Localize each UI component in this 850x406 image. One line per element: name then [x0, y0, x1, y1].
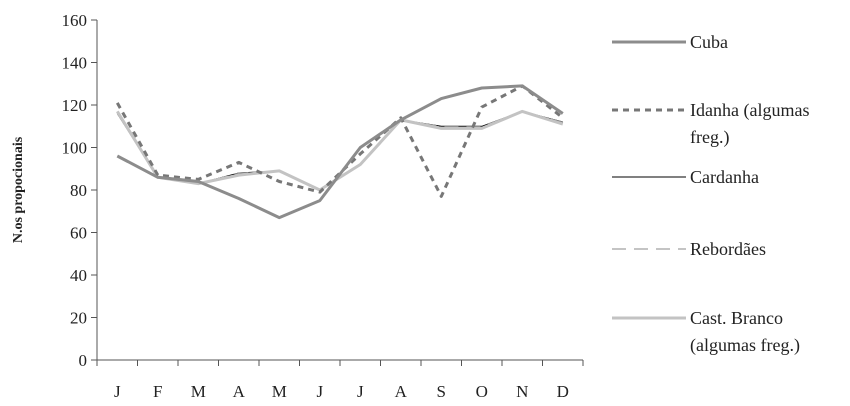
x-tick-label: N [516, 382, 528, 401]
y-tick-label: 160 [62, 11, 88, 30]
series-line-0 [116, 84, 564, 220]
x-tick-label: A [395, 382, 408, 401]
x-tick-label: M [272, 382, 287, 401]
y-tick-label: 100 [62, 139, 88, 158]
x-tick-label: O [476, 382, 488, 401]
y-tick-label: 120 [62, 96, 88, 115]
x-tick-label: D [557, 382, 569, 401]
y-tick-label: 20 [70, 309, 87, 328]
y-tick-label: 80 [70, 181, 87, 200]
legend-label: Cuba [690, 32, 728, 52]
x-tick-label: M [191, 382, 206, 401]
x-tick-label: S [437, 382, 446, 401]
y-tick-label: 0 [79, 351, 88, 370]
legend-label: (algumas freg.) [690, 335, 800, 356]
series-line-4 [116, 109, 564, 192]
x-tick-label: J [357, 382, 364, 401]
legend-label: freg.) [690, 127, 729, 148]
x-tick-label: A [233, 382, 246, 401]
legend-label: Cast. Branco [690, 308, 783, 328]
x-tick-label: J [114, 382, 121, 401]
y-axis-label-group: N.os propocionais [11, 136, 26, 243]
series-lines [115, 84, 564, 220]
y-tick-label: 40 [70, 266, 87, 285]
y-tick-label: 140 [62, 54, 88, 73]
legend: Cuba Idanha (algumas freg.) Cardanha Rebordã… [612, 32, 809, 356]
y-tick-label: 60 [70, 224, 87, 243]
x-tick-label: F [153, 382, 162, 401]
legend-label: Cardanha [690, 167, 759, 187]
y-axis: 0 20 40 60 80 100 120 140 160 [62, 11, 97, 370]
y-axis-label: N.os propocionais [11, 136, 26, 243]
legend-label: Rebordães [690, 239, 766, 259]
x-tick-label: J [316, 382, 323, 401]
legend-label: Idanha (algumas [690, 100, 809, 121]
